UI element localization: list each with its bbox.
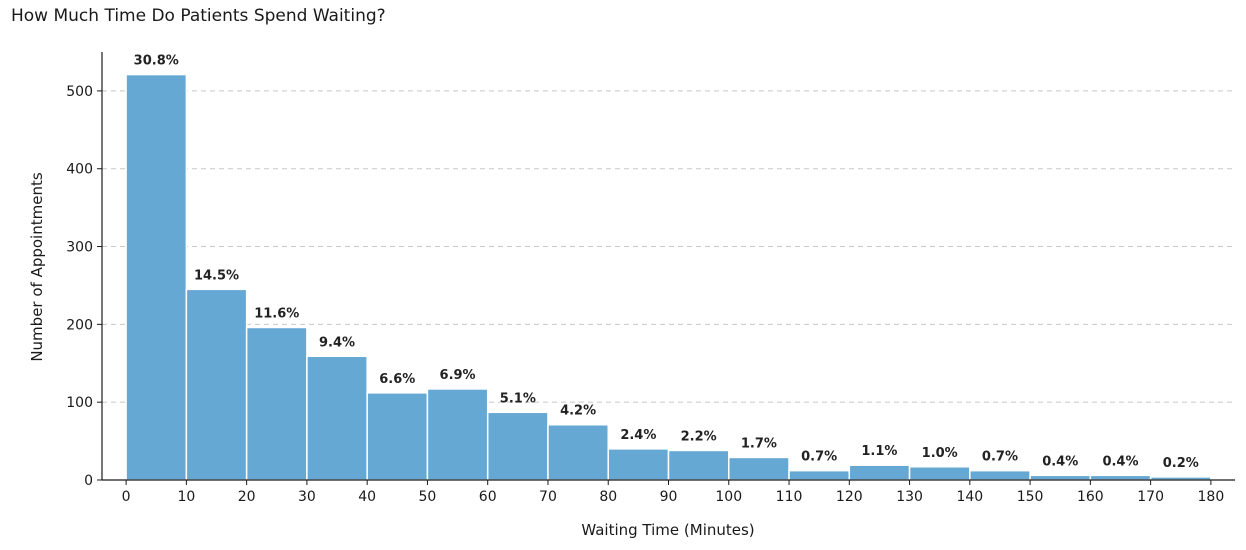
percent-label: 30.8%: [134, 54, 179, 69]
x-tick-label: 0: [122, 489, 131, 505]
percent-label: 0.4%: [1042, 454, 1078, 469]
x-tick-label: 40: [358, 489, 376, 505]
x-tick-label: 70: [539, 489, 557, 505]
histogram-bar: [728, 456, 790, 481]
percent-label: 5.1%: [500, 391, 536, 406]
histogram-bar: [426, 388, 489, 481]
x-tick-label: 170: [1137, 489, 1164, 505]
axes: 0 100 200 300 400 500 0 10 20 30 40 50 60 70 80 90 100 11…: [66, 52, 1235, 505]
x-tick-label: 150: [1017, 489, 1044, 505]
x-axis-title: Waiting Time (Minutes): [581, 521, 754, 539]
histogram-bar: [185, 288, 248, 481]
y-tick-label: 0: [84, 473, 93, 489]
percent-label: 1.0%: [922, 446, 958, 461]
y-axis-title: Number of Appointments: [28, 172, 46, 362]
x-tick-label: 20: [238, 489, 256, 505]
x-tick-label: 30: [298, 489, 316, 505]
x-tick-label: 120: [836, 489, 863, 505]
data-labels: 30.8% 14.5% 11.6% 9.4% 6.6% 6.9% 5.1% 4.2% 2.4% 2…: [134, 54, 1199, 471]
x-tick-label: 140: [956, 489, 983, 505]
histogram-bar: [607, 448, 670, 481]
histogram-bar: [1089, 474, 1152, 481]
percent-label: 0.7%: [801, 450, 837, 465]
x-tick-label: 180: [1198, 489, 1225, 505]
percent-label: 4.2%: [560, 404, 596, 419]
percent-label: 0.4%: [1102, 454, 1138, 469]
percent-label: 0.2%: [1163, 456, 1199, 471]
histogram-bar: [547, 423, 609, 481]
percent-label: 0.7%: [982, 450, 1018, 465]
histogram-bar: [366, 392, 429, 481]
y-tick-label: 400: [66, 162, 93, 178]
percent-label: 2.4%: [620, 428, 656, 443]
x-tick-label: 110: [776, 489, 803, 505]
histogram-bar: [788, 469, 851, 481]
histogram-bar: [667, 449, 730, 481]
x-tick-label: 160: [1077, 489, 1104, 505]
percent-label: 1.7%: [741, 436, 777, 451]
percent-label: 6.9%: [440, 368, 476, 383]
percent-label: 6.6%: [379, 372, 415, 387]
chart-title: How Much Time Do Patients Spend Waiting?: [11, 6, 386, 26]
histogram-bar: [1029, 474, 1092, 481]
histogram-bar: [848, 464, 911, 481]
histogram-bar: [306, 355, 368, 481]
histogram-bar: [908, 466, 971, 481]
percent-label: 11.6%: [254, 306, 299, 321]
y-tick-label: 500: [66, 84, 93, 100]
x-tick-label: 130: [896, 489, 923, 505]
x-tick-label: 80: [599, 489, 617, 505]
percent-label: 9.4%: [319, 335, 355, 350]
histogram-bar: [486, 411, 549, 481]
x-tick-label: 100: [715, 489, 742, 505]
x-tick-label: 90: [660, 489, 678, 505]
percent-label: 14.5%: [194, 268, 239, 283]
percent-label: 1.1%: [861, 444, 897, 459]
histogram-bar: [969, 469, 1031, 481]
y-tick-label: 300: [66, 240, 93, 256]
histogram-bar: [245, 326, 308, 481]
histogram-bar: [125, 73, 188, 481]
bars: [125, 73, 1212, 481]
y-tick-label: 200: [66, 317, 93, 333]
percent-label: 2.2%: [681, 429, 717, 444]
x-tick-label: 10: [177, 489, 195, 505]
y-tick-label: 100: [66, 395, 93, 411]
x-tick-label: 50: [419, 489, 437, 505]
x-tick-label: 60: [479, 489, 497, 505]
